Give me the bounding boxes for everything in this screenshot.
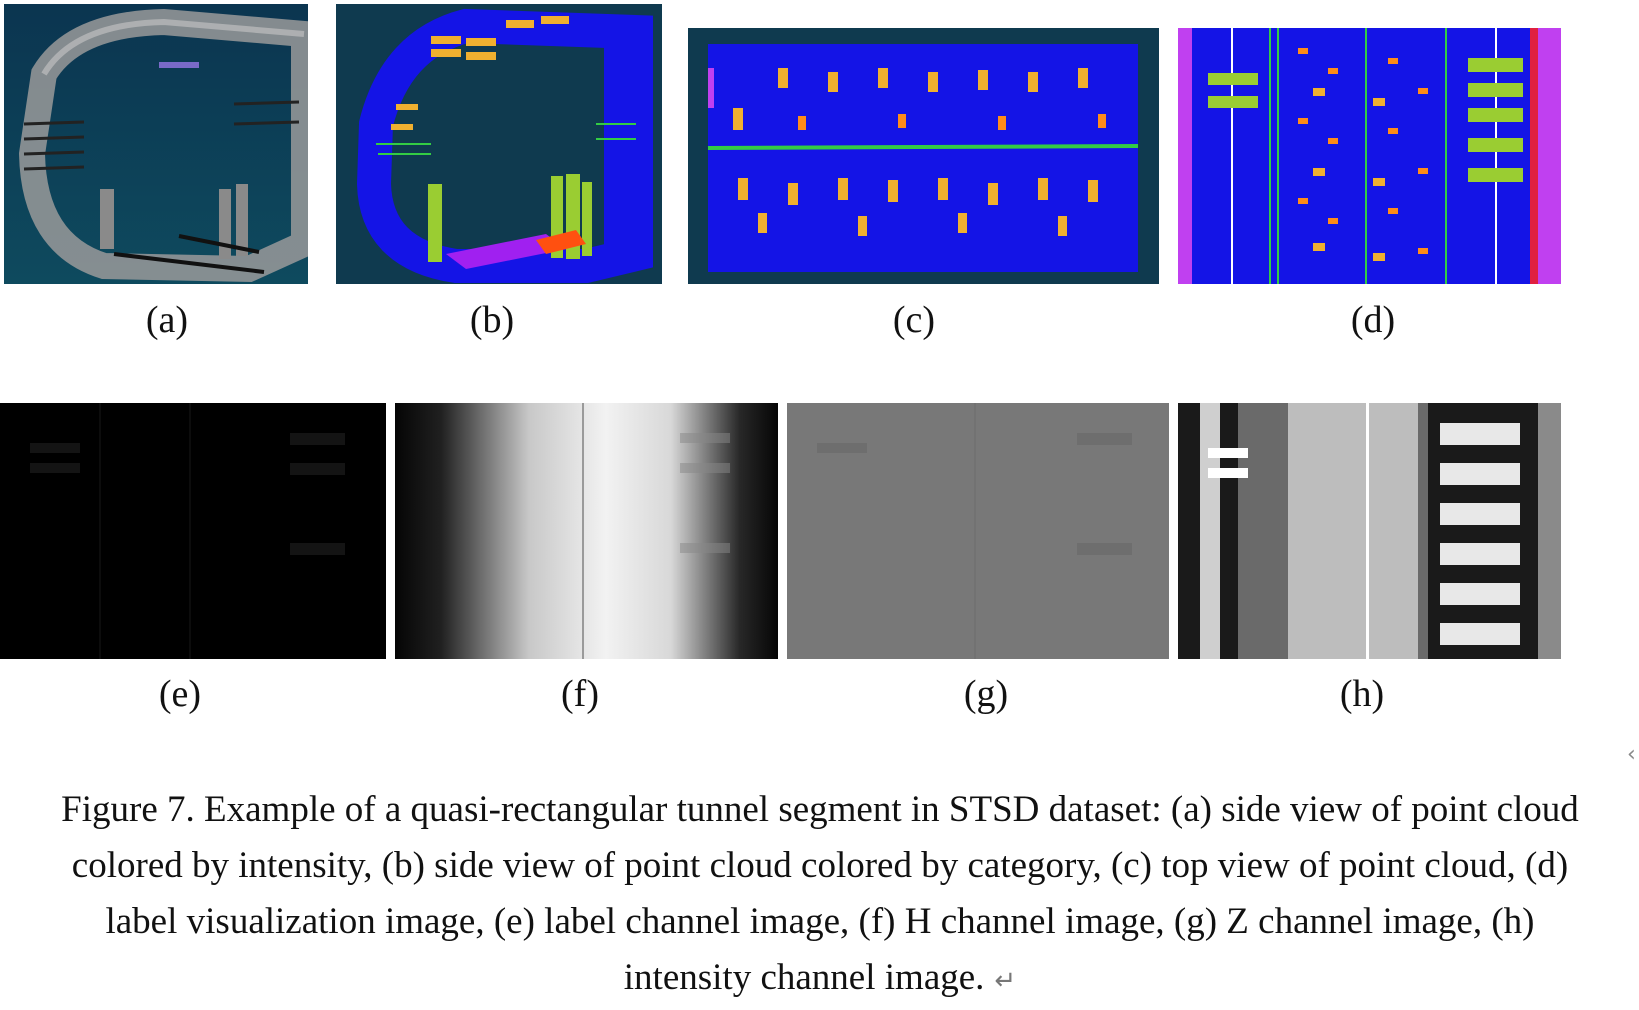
panel-h-image <box>1178 403 1561 659</box>
panel-f-label: (f) <box>561 673 599 715</box>
panel-c-label: (c) <box>892 299 936 341</box>
panel-g-label: (g) <box>963 673 1009 715</box>
panel-h-label: (h) <box>1339 673 1385 715</box>
panel-d-image <box>1178 28 1561 284</box>
figure-caption: Figure 7. Example of a quasi-rectangular… <box>60 782 1580 1009</box>
return-mark-icon: ↵ <box>994 966 1017 996</box>
panel-e-label: (e) <box>158 673 202 715</box>
panel-c-image <box>688 28 1159 284</box>
arrow-left-icon: ‹ <box>1627 742 1636 767</box>
panel-g-image <box>787 403 1169 659</box>
panel-f-image <box>395 403 778 659</box>
panel-a-image <box>4 4 308 284</box>
panel-b-label: (b) <box>469 299 515 341</box>
caption-text: Figure 7. Example of a quasi-rectangular… <box>61 789 1579 998</box>
panel-e-image <box>0 403 386 659</box>
panel-b-image <box>336 4 662 284</box>
panel-a-label: (a) <box>145 299 189 341</box>
panel-d-label: (d) <box>1350 299 1396 341</box>
